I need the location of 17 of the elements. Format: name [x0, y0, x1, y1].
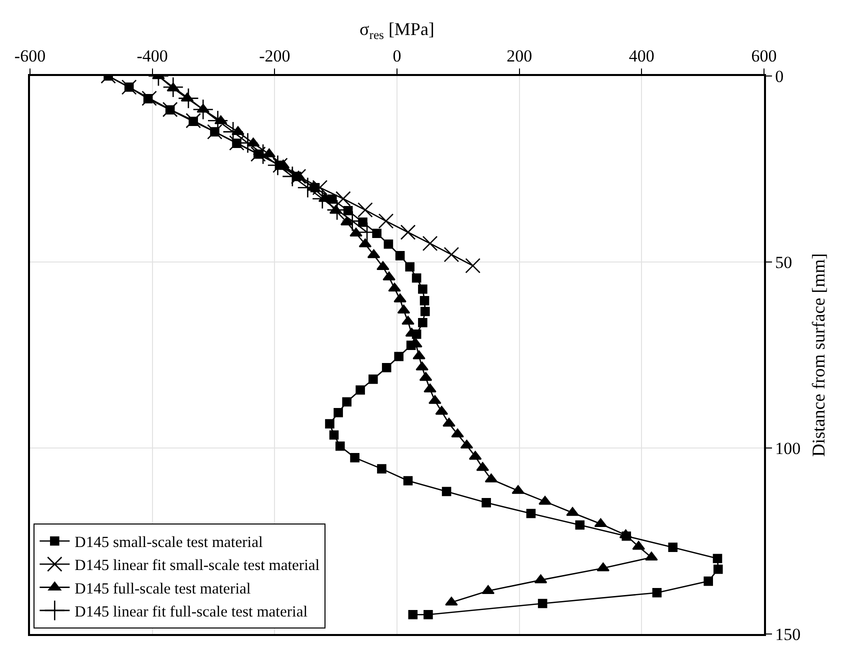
- x-tick-label: -600: [14, 46, 46, 66]
- x-tick-label: 400: [628, 46, 654, 66]
- x-tick-label: 200: [506, 46, 532, 66]
- y-axis-title: Distance from surface [mm]: [808, 253, 828, 457]
- x-axis-title: σ$_{res}$ [MPa]: [360, 19, 434, 42]
- legend-label: D145 linear fit small-scale test material: [74, 557, 320, 574]
- x-tick-label: -200: [259, 46, 290, 66]
- x-tick-label: 600: [751, 46, 777, 66]
- x-tick-label: -400: [136, 46, 168, 66]
- y-tick-label: 100: [775, 438, 801, 458]
- legend-label: D145 small-scale test material: [74, 534, 263, 552]
- y-tick-label: 50: [775, 252, 792, 272]
- legend-label: D145 linear fit full-scale test material: [74, 603, 308, 620]
- y-tick-label: 0: [775, 66, 784, 86]
- legend-label: D145 full-scale test material: [74, 580, 251, 598]
- y-tick-label: 150: [775, 624, 801, 644]
- x-tick-label: 0: [392, 46, 402, 66]
